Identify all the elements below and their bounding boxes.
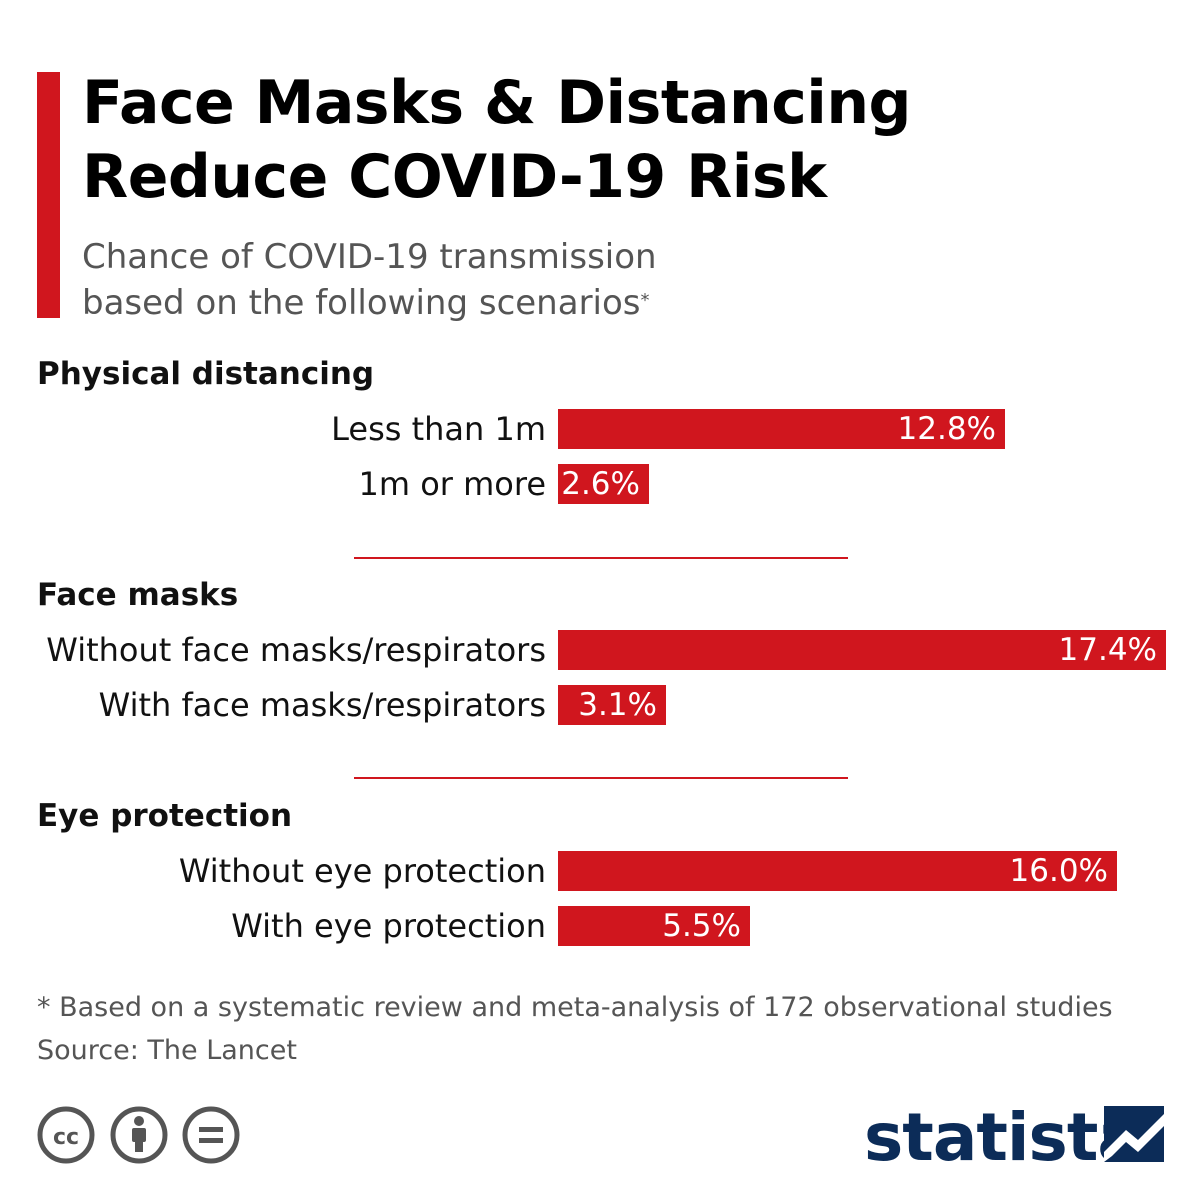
page-title: Face Masks & Distancing Reduce COVID-19 … [82, 66, 1162, 214]
bar-value-label: 5.5% [662, 908, 741, 944]
subtitle-line-2: based on the following scenarios* [82, 280, 1082, 326]
svg-text:cc: cc [53, 1125, 79, 1150]
section-heading-face-masks: Face masks [37, 577, 239, 613]
bar-category-label: With eye protection [231, 907, 546, 945]
subtitle-line-1: Chance of COVID-19 transmission [82, 237, 657, 277]
section-divider [354, 557, 848, 559]
statista-logo-icon [1104, 1106, 1164, 1162]
bar-category-label: With face masks/respirators [98, 686, 546, 724]
bar-value-label: 12.8% [897, 411, 996, 447]
bar: 5.5% [558, 906, 750, 946]
subtitle-line-2-text: based on the following scenarios [82, 283, 641, 323]
bar: 16.0% [558, 851, 1117, 891]
bar-value-label: 16.0% [1009, 853, 1108, 889]
bar-value-label: 17.4% [1058, 632, 1157, 668]
section-divider [354, 777, 848, 779]
bar: 17.4% [558, 630, 1166, 670]
footnote: * Based on a systematic review and meta-… [37, 992, 1113, 1023]
bar-value-label: 2.6% [561, 466, 640, 502]
title-accent-bar [37, 72, 60, 318]
cc-icon[interactable]: cc [37, 1106, 95, 1164]
bar-value-label: 3.1% [578, 687, 657, 723]
section-heading-physical-distancing: Physical distancing [37, 356, 375, 392]
bar: 12.8% [558, 409, 1005, 449]
bar: 3.1% [558, 685, 666, 725]
bar-category-label: Without eye protection [178, 852, 546, 890]
bar-category-label: Less than 1m [331, 410, 546, 448]
subtitle-footnote-marker: * [640, 290, 650, 311]
bar-category-label: 1m or more [358, 465, 547, 503]
source-note: Source: The Lancet [37, 1035, 297, 1066]
no-derivatives-icon[interactable] [182, 1106, 240, 1164]
bar-category-label: Without face masks/respirators [46, 631, 546, 669]
statista-logo-text: statista [864, 1099, 1142, 1176]
title-line-2: Reduce COVID-19 Risk [82, 142, 827, 212]
section-heading-eye-protection: Eye protection [37, 798, 293, 834]
subtitle: Chance of COVID-19 transmission based on… [82, 234, 1082, 326]
bar: 2.6% [558, 464, 649, 504]
license-icons: cc [37, 1106, 240, 1164]
attribution-icon[interactable] [110, 1106, 168, 1164]
title-line-1: Face Masks & Distancing [82, 68, 912, 138]
